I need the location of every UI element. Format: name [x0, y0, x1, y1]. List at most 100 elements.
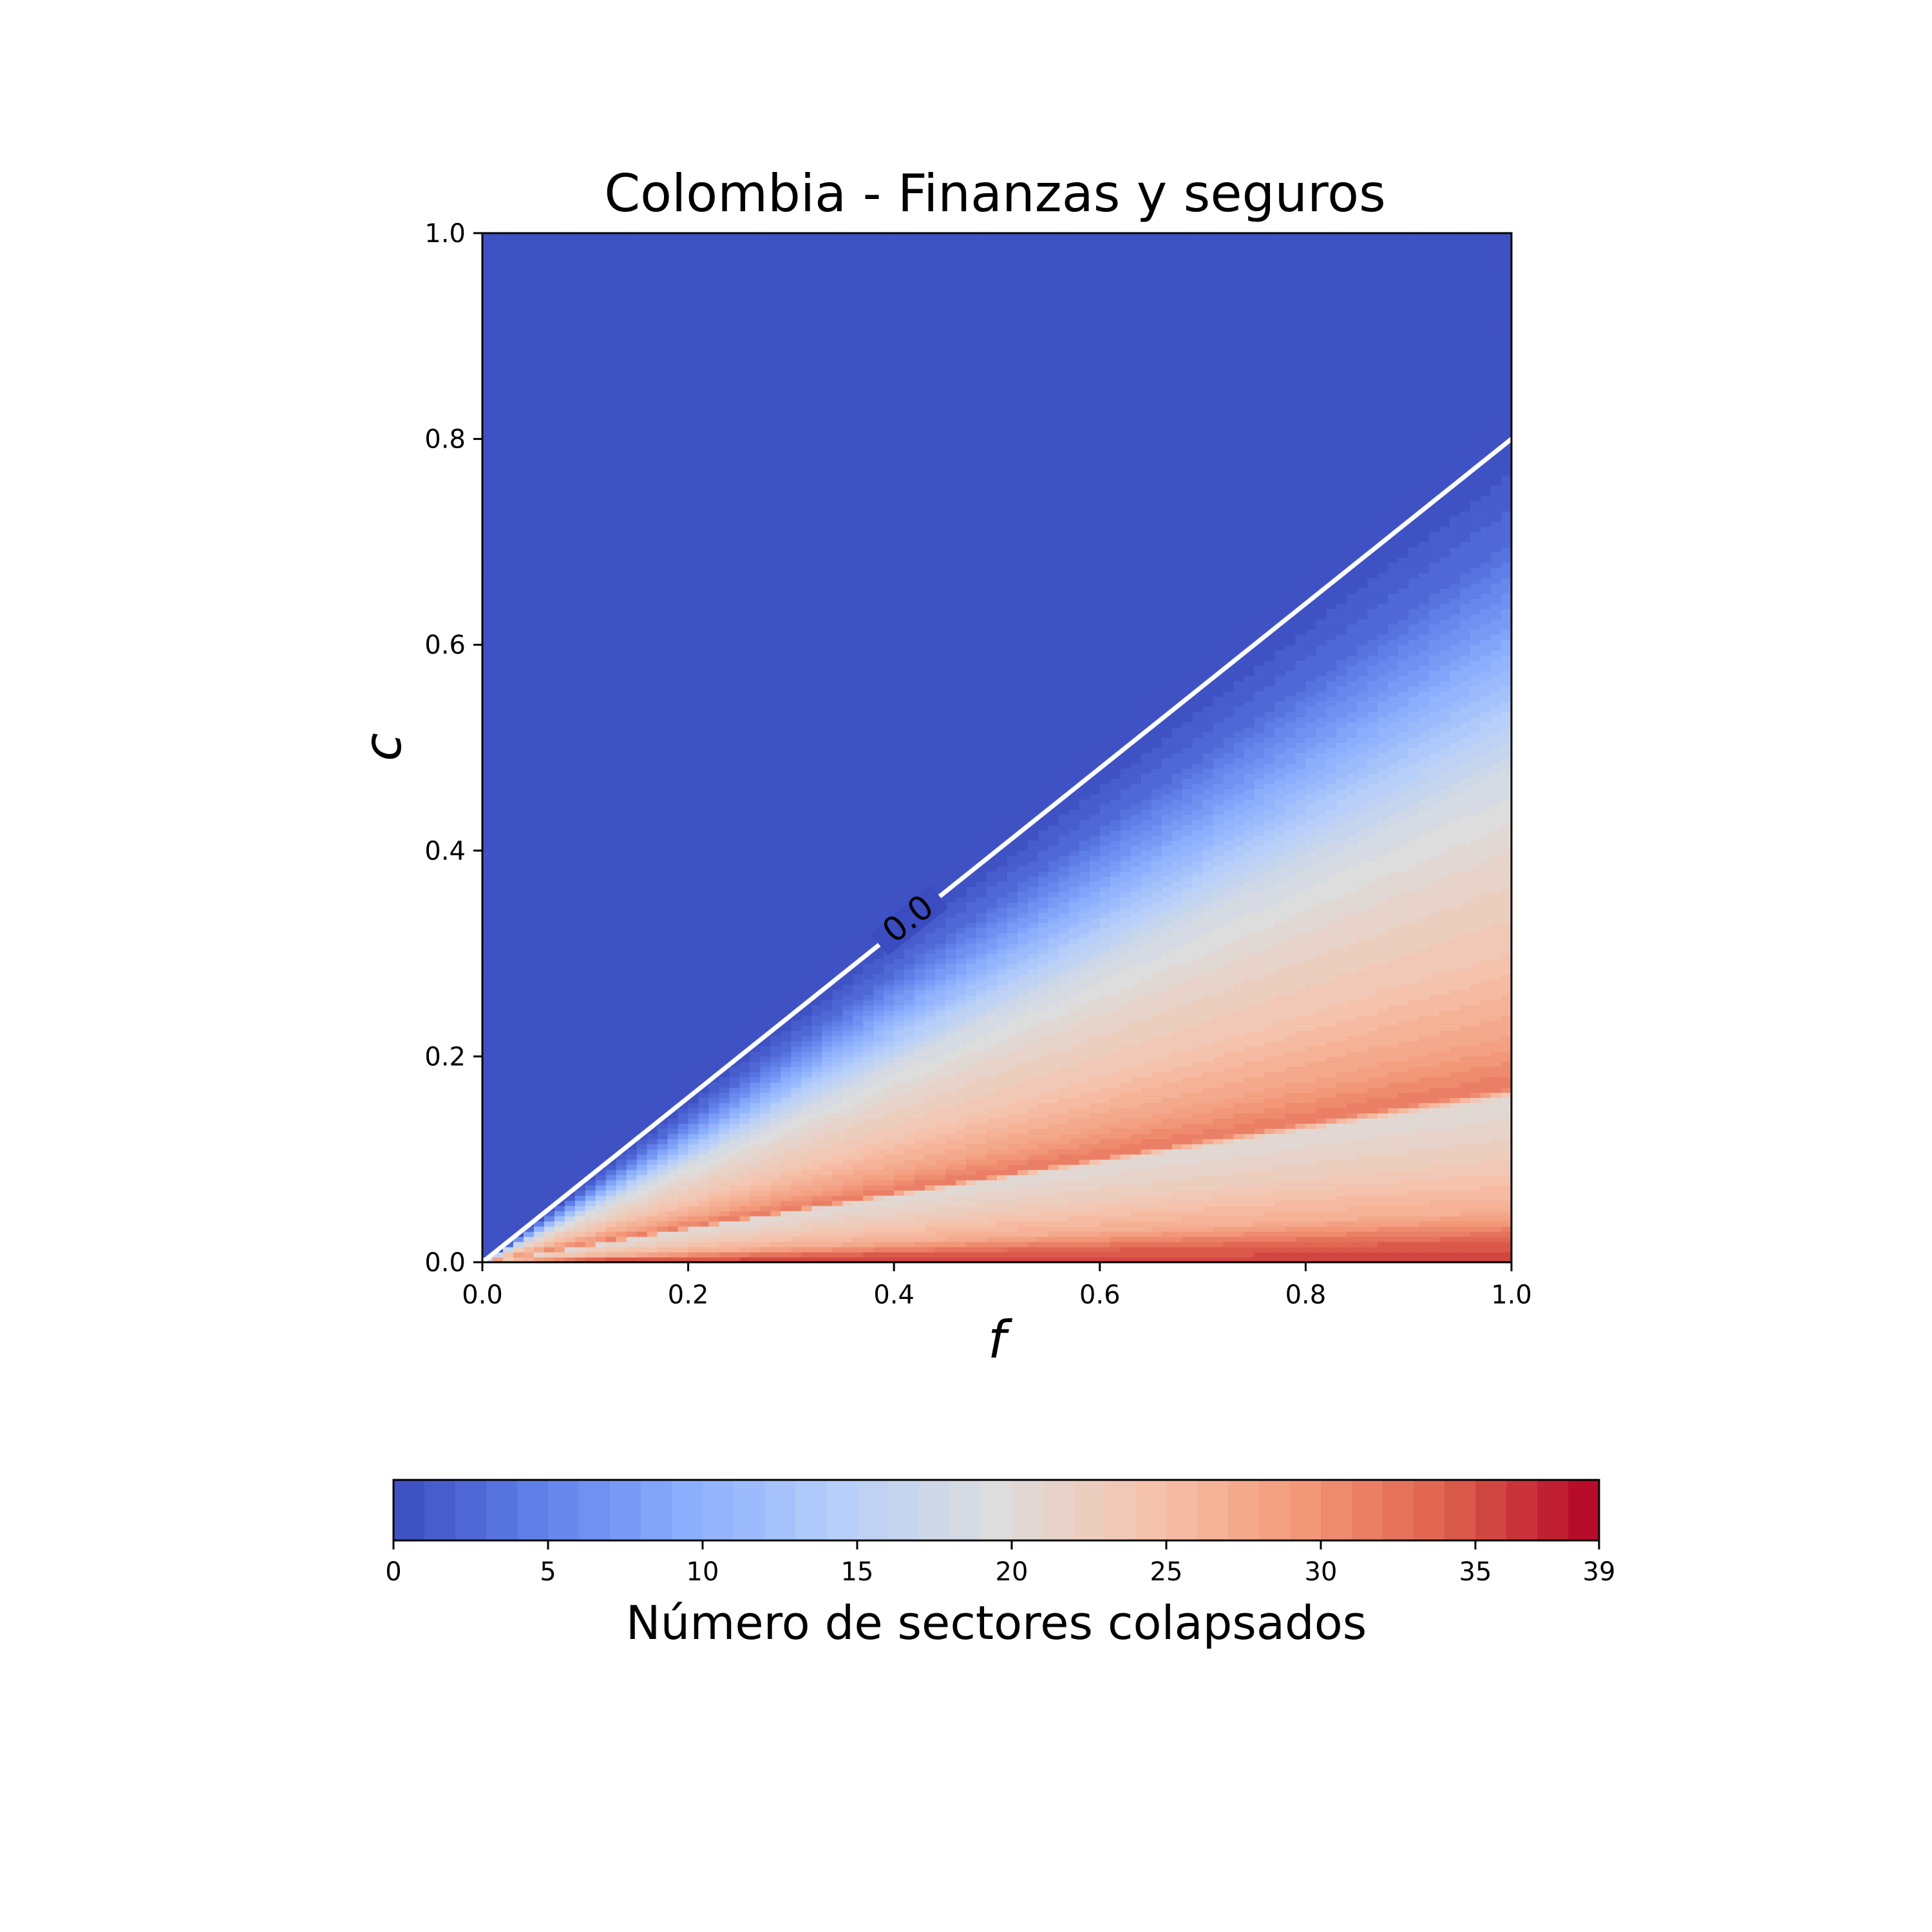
heatmap-cell [513, 1061, 524, 1067]
heatmap-cell [667, 840, 679, 846]
heatmap-cell [688, 712, 699, 717]
heatmap-cell [636, 1061, 648, 1067]
heatmap-cell [482, 346, 493, 352]
heatmap-cell [647, 907, 658, 913]
heatmap-cell [585, 1133, 596, 1139]
heatmap-cell [574, 469, 586, 476]
heatmap-cell [564, 855, 576, 862]
heatmap-cell [698, 1226, 710, 1232]
heatmap-cell [554, 953, 565, 960]
heatmap-cell [605, 547, 617, 553]
heatmap-cell [729, 299, 741, 306]
heatmap-cell [513, 341, 524, 347]
heatmap-cell [585, 593, 596, 599]
heatmap-cell [636, 423, 648, 430]
heatmap-cell [605, 536, 617, 542]
heatmap-cell [657, 1175, 668, 1180]
heatmap-cell [492, 485, 504, 491]
heatmap-cell [636, 670, 648, 676]
heatmap-cell [698, 289, 710, 296]
heatmap-cell [533, 1180, 545, 1186]
heatmap-cell [513, 994, 524, 1001]
heatmap-cell [605, 1144, 617, 1150]
heatmap-cell [605, 233, 617, 239]
heatmap-cell [626, 469, 638, 476]
heatmap-cell [544, 526, 555, 533]
heatmap-cell [554, 562, 565, 568]
heatmap-cell [626, 655, 638, 661]
heatmap-cell [544, 598, 555, 604]
heatmap-cell [698, 243, 710, 249]
heatmap-cell [657, 341, 668, 347]
heatmap-cell [677, 886, 689, 893]
heatmap-cell [502, 835, 514, 841]
heatmap-cell [636, 896, 648, 903]
heatmap-cell [544, 444, 555, 450]
heatmap-cell [677, 284, 689, 290]
heatmap-cell [533, 809, 545, 815]
heatmap-cell [585, 336, 596, 342]
heatmap-cell [533, 629, 545, 635]
heatmap-cell [616, 279, 627, 285]
heatmap-cell [605, 356, 617, 363]
heatmap-cell [574, 609, 586, 614]
heatmap-cell [729, 1221, 741, 1227]
heatmap-cell [626, 439, 638, 445]
heatmap-cell [667, 1226, 679, 1232]
heatmap-cell [647, 1082, 658, 1088]
heatmap-cell [647, 310, 658, 316]
heatmap-cell [636, 1164, 648, 1170]
heatmap-cell [544, 500, 555, 507]
heatmap-cell [647, 866, 658, 872]
heatmap-cell [595, 1087, 607, 1093]
heatmap-cell [729, 793, 741, 800]
heatmap-cell [513, 778, 524, 784]
heatmap-cell [708, 516, 720, 522]
heatmap-cell [698, 1231, 710, 1237]
heatmap-cell [554, 722, 565, 728]
heatmap-cell [688, 284, 699, 290]
heatmap-cell [585, 1082, 596, 1088]
heatmap-cell [688, 629, 699, 635]
heatmap-cell [595, 372, 607, 378]
heatmap-cell [595, 1236, 607, 1242]
heatmap-cell [677, 793, 689, 800]
heatmap-cell [667, 922, 679, 929]
heatmap-cell [708, 762, 720, 769]
heatmap-cell [698, 573, 710, 578]
heatmap-cell [616, 1221, 627, 1227]
heatmap-cell [544, 392, 555, 399]
heatmap-cell [719, 263, 730, 270]
heatmap-cell [708, 778, 720, 784]
heatmap-cell [626, 665, 638, 671]
heatmap-cell [657, 917, 668, 923]
heatmap-cell [636, 1144, 648, 1150]
heatmap-cell [492, 1175, 504, 1180]
heatmap-cell [647, 768, 658, 774]
heatmap-cell [688, 824, 699, 831]
heatmap-cell [636, 263, 648, 270]
heatmap-cell [595, 866, 607, 872]
heatmap-cell [533, 609, 545, 614]
heatmap-cell [616, 994, 627, 1001]
heatmap-cell [544, 665, 555, 671]
heatmap-cell [698, 938, 710, 944]
heatmap-cell [544, 330, 555, 337]
heatmap-cell [657, 799, 668, 805]
heatmap-cell [719, 845, 730, 851]
heatmap-cell [595, 1108, 607, 1113]
heatmap-cell [605, 1005, 617, 1011]
heatmap-cell [647, 413, 658, 419]
heatmap-cell [729, 402, 741, 409]
heatmap-cell [574, 1092, 586, 1098]
heatmap-cell [523, 732, 535, 738]
heatmap-cell [616, 681, 627, 687]
heatmap-cell [605, 860, 617, 867]
heatmap-cell [564, 1097, 576, 1103]
heatmap-cell [574, 701, 586, 707]
heatmap-cell [544, 495, 555, 502]
heatmap-cell [626, 233, 638, 239]
heatmap-cell [564, 768, 576, 774]
heatmap-cell [657, 269, 668, 275]
heatmap-cell [482, 768, 493, 774]
